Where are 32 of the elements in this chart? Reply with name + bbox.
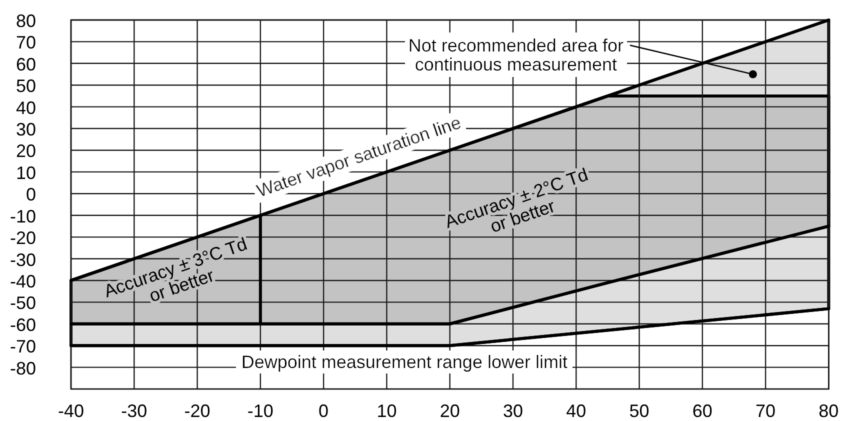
y-tick-label: 70 (16, 32, 36, 53)
x-tick-label: -30 (121, 401, 148, 421)
x-tick-label: -20 (184, 401, 210, 421)
x-tick-label: -10 (247, 401, 274, 421)
y-tick-label: 10 (16, 162, 36, 183)
y-tick-label: 60 (16, 54, 36, 74)
y-tick-label: 40 (16, 98, 36, 118)
annotation: Not recommended area for continuous measurement (408, 35, 624, 74)
series-label: Dewpoint measurement range lower limit (241, 352, 568, 372)
x-tick-label: -40 (58, 401, 84, 421)
x-tick-label: 80 (818, 401, 839, 421)
y-tick-label: 20 (16, 141, 36, 162)
x-tick-label: 0 (318, 401, 329, 421)
x-tick-label: 60 (692, 401, 712, 421)
y-tick-label: -40 (10, 271, 36, 292)
y-tick-label: 50 (16, 76, 36, 96)
x-tick-label: 50 (629, 401, 650, 421)
x-tick-label: 70 (756, 401, 776, 421)
y-tick-label: -60 (10, 314, 36, 335)
y-tick-label: -10 (10, 206, 36, 226)
x-tick-label: 10 (376, 401, 397, 421)
y-tick-label: -70 (10, 336, 36, 357)
x-tick-label: 30 (502, 401, 524, 421)
y-tick-label: -20 (10, 228, 36, 248)
y-tick-label: -80 (10, 358, 36, 378)
y-tick-label: 0 (26, 184, 36, 205)
x-tick-label: 20 (440, 401, 460, 421)
x-tick-label: 40 (566, 401, 586, 421)
y-tick-label: -30 (10, 250, 36, 270)
y-tick-label: -50 (10, 293, 36, 314)
y-tick-label: 80 (16, 11, 36, 31)
y-tick-label: 30 (16, 120, 36, 140)
